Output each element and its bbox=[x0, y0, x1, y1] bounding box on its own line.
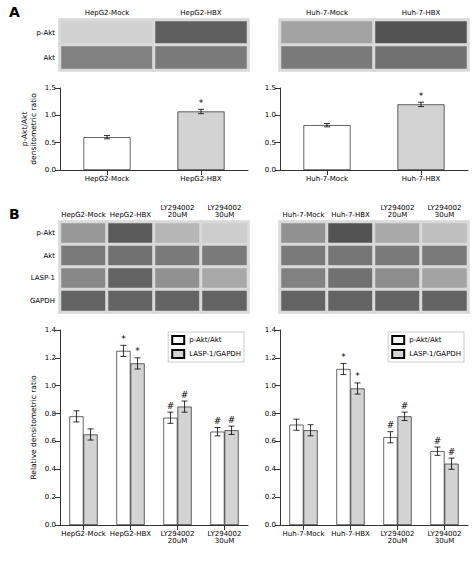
svg-text:20uM: 20uM bbox=[168, 537, 187, 545]
svg-text:30uM: 30uM bbox=[215, 211, 234, 219]
svg-text:p-Akt/Akt: p-Akt/Akt bbox=[409, 336, 442, 344]
svg-text:0.2: 0.2 bbox=[265, 493, 276, 501]
svg-text:20uM: 20uM bbox=[388, 211, 407, 219]
svg-text:p-Akt/Akt: p-Akt/Akt bbox=[20, 112, 29, 147]
svg-text:#: # bbox=[228, 415, 236, 425]
svg-text:1.5: 1.5 bbox=[265, 84, 276, 92]
svg-text:p-Akt: p-Akt bbox=[37, 229, 56, 237]
svg-text:1.0: 1.0 bbox=[45, 111, 56, 119]
svg-text:p-Akt/Akt: p-Akt/Akt bbox=[189, 336, 222, 344]
svg-text:1.2: 1.2 bbox=[265, 354, 276, 362]
svg-text:0.0: 0.0 bbox=[45, 166, 56, 174]
svg-text:Huh-7-HBX: Huh-7-HBX bbox=[331, 211, 370, 219]
svg-text:*: * bbox=[135, 346, 140, 356]
svg-text:Relative densitometric ratio: Relative densitometric ratio bbox=[29, 375, 38, 480]
svg-text:Akt: Akt bbox=[43, 54, 55, 62]
svg-text:*: * bbox=[341, 352, 346, 362]
svg-text:A: A bbox=[9, 4, 20, 20]
svg-text:LY294002: LY294002 bbox=[207, 529, 242, 538]
svg-text:0.4: 0.4 bbox=[265, 465, 277, 473]
svg-text:*: * bbox=[121, 334, 126, 344]
svg-text:B: B bbox=[9, 206, 20, 222]
svg-text:0.4: 0.4 bbox=[45, 465, 57, 473]
svg-text:Huh-7-Mock: Huh-7-Mock bbox=[306, 175, 349, 183]
svg-text:1.5: 1.5 bbox=[45, 84, 56, 92]
svg-text:0.8: 0.8 bbox=[265, 410, 276, 418]
svg-text:0.6: 0.6 bbox=[265, 437, 277, 445]
svg-text:LY294002: LY294002 bbox=[160, 203, 195, 212]
svg-text:*: * bbox=[419, 91, 424, 101]
svg-text:#: # bbox=[387, 420, 395, 430]
svg-text:0.0: 0.0 bbox=[265, 521, 276, 529]
svg-text:HepG2-HBX: HepG2-HBX bbox=[110, 530, 151, 538]
svg-text:HepG2-Mock: HepG2-Mock bbox=[61, 211, 107, 219]
svg-text:0.0: 0.0 bbox=[45, 521, 56, 529]
svg-text:#: # bbox=[448, 447, 456, 457]
svg-text:1.2: 1.2 bbox=[45, 354, 56, 362]
svg-text:#: # bbox=[434, 436, 442, 446]
svg-text:LY294002: LY294002 bbox=[427, 203, 462, 212]
svg-text:#: # bbox=[214, 416, 222, 426]
svg-text:0.8: 0.8 bbox=[45, 410, 56, 418]
svg-text:0.0: 0.0 bbox=[265, 166, 276, 174]
svg-text:1.4: 1.4 bbox=[265, 326, 277, 334]
svg-text:LY294002: LY294002 bbox=[380, 529, 415, 538]
svg-text:1.4: 1.4 bbox=[45, 326, 57, 334]
svg-text:0.5: 0.5 bbox=[45, 139, 56, 147]
svg-text:0.5: 0.5 bbox=[265, 139, 276, 147]
svg-text:Akt: Akt bbox=[43, 252, 55, 260]
svg-text:0.6: 0.6 bbox=[45, 437, 57, 445]
svg-text:HepG2-Mock: HepG2-Mock bbox=[85, 9, 131, 17]
svg-text:1.0: 1.0 bbox=[265, 382, 276, 390]
svg-text:HepG2-Mock: HepG2-Mock bbox=[85, 175, 131, 183]
svg-text:Huh-7-HBX: Huh-7-HBX bbox=[402, 175, 441, 183]
svg-text:p-Akt: p-Akt bbox=[37, 29, 56, 37]
svg-text:20uM: 20uM bbox=[168, 211, 187, 219]
svg-text:Huh-7-Mock: Huh-7-Mock bbox=[283, 211, 326, 219]
svg-text:densitometric ratio: densitometric ratio bbox=[29, 93, 38, 165]
svg-text:LASP-1: LASP-1 bbox=[31, 274, 55, 282]
svg-text:LY294002: LY294002 bbox=[380, 203, 415, 212]
svg-text:HepG2-Mock: HepG2-Mock bbox=[61, 530, 107, 538]
svg-text:#: # bbox=[401, 401, 409, 411]
svg-text:0.2: 0.2 bbox=[45, 493, 56, 501]
svg-text:HepG2-HBX: HepG2-HBX bbox=[180, 175, 221, 183]
svg-text:30uM: 30uM bbox=[435, 211, 454, 219]
svg-text:LY294002: LY294002 bbox=[160, 529, 195, 538]
svg-text:*: * bbox=[199, 98, 204, 108]
svg-text:30uM: 30uM bbox=[435, 537, 454, 545]
svg-text:20uM: 20uM bbox=[388, 537, 407, 545]
svg-text:HepG2-HBX: HepG2-HBX bbox=[110, 211, 151, 219]
svg-text:1.0: 1.0 bbox=[265, 111, 276, 119]
svg-text:*: * bbox=[355, 371, 360, 381]
svg-text:LASP-1/GAPDH: LASP-1/GAPDH bbox=[189, 350, 241, 358]
svg-text:Huh-7-Mock: Huh-7-Mock bbox=[283, 530, 326, 538]
svg-text:#: # bbox=[181, 390, 189, 400]
svg-text:LY294002: LY294002 bbox=[427, 529, 462, 538]
svg-text:Huh-7-Mock: Huh-7-Mock bbox=[306, 9, 349, 17]
svg-text:Huh-7-HBX: Huh-7-HBX bbox=[402, 9, 441, 17]
svg-text:GAPDH: GAPDH bbox=[30, 297, 55, 305]
svg-text:HepG2-HBX: HepG2-HBX bbox=[180, 9, 221, 17]
svg-text:30uM: 30uM bbox=[215, 537, 234, 545]
svg-text:Huh-7-HBX: Huh-7-HBX bbox=[331, 530, 370, 538]
svg-text:#: # bbox=[167, 401, 175, 411]
svg-text:1.0: 1.0 bbox=[45, 382, 56, 390]
svg-text:LY294002: LY294002 bbox=[207, 203, 242, 212]
svg-text:LASP-1/GAPDH: LASP-1/GAPDH bbox=[409, 350, 461, 358]
